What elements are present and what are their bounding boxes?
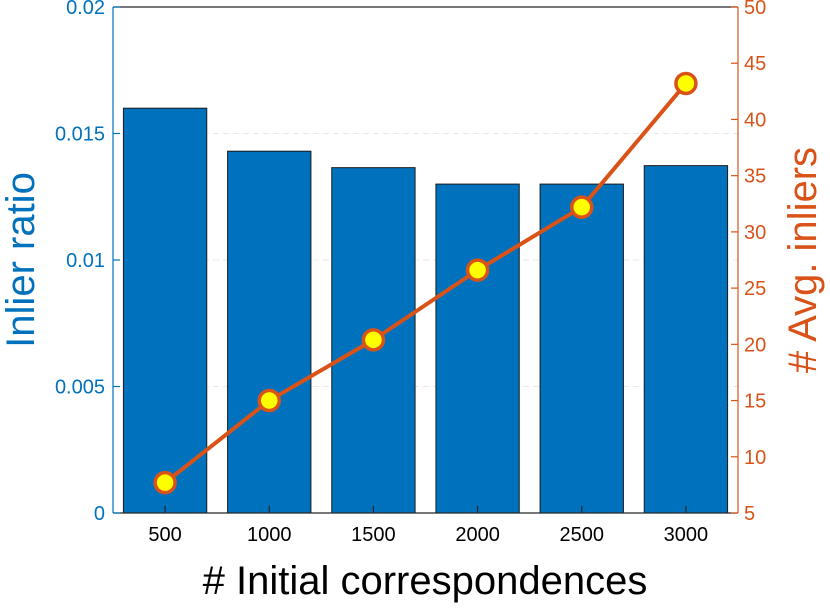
x-tick-label: 1000 — [247, 524, 292, 546]
left-axis-ticks: 0 0.005 0.01 0.015 0.02 — [55, 0, 120, 525]
left-tick-label: 0.02 — [66, 0, 105, 19]
left-tick-label: 0.005 — [55, 377, 105, 399]
line-point-500 — [153, 470, 177, 495]
bar-500 — [122, 107, 208, 514]
right-axis-ticks: 5 10 15 20 25 30 35 40 45 50 — [731, 0, 766, 525]
line-point-1500 — [361, 328, 386, 352]
right-tick-label: 10 — [744, 447, 766, 469]
bar-2000 — [435, 183, 520, 514]
x-tick-label: 2500 — [560, 524, 605, 546]
right-tick-label: 30 — [744, 222, 766, 244]
line-point-2000 — [465, 258, 490, 282]
x-tick-label: 500 — [148, 524, 181, 546]
line-point-1000 — [257, 388, 281, 413]
right-tick-label: 45 — [744, 53, 766, 75]
right-tick-label: 40 — [744, 109, 766, 131]
x-tick-label: 2000 — [455, 524, 500, 546]
avg-inliers-line — [163, 82, 688, 485]
line-series — [153, 71, 698, 495]
right-tick-label: 25 — [744, 278, 766, 300]
right-tick-label: 5 — [744, 503, 755, 525]
x-tick-label: 3000 — [664, 524, 709, 546]
right-tick-label: 50 — [744, 0, 766, 19]
line-point-3000 — [674, 71, 698, 96]
x-axis-label: # Initial correspondences — [203, 559, 648, 603]
left-tick-label: 0.015 — [55, 124, 105, 146]
y-axis-right-label: # Avg. inliers — [781, 147, 825, 373]
bar-3000 — [643, 165, 729, 514]
right-tick-label: 20 — [744, 334, 766, 356]
x-tick-label: 1500 — [351, 524, 396, 546]
right-tick-label: 35 — [744, 166, 766, 188]
y-axis-left-label: Inlier ratio — [0, 172, 43, 348]
left-tick-label: 0 — [94, 503, 105, 525]
bar-1000 — [227, 150, 312, 514]
grid-lines — [113, 133, 738, 387]
line-point-2500 — [570, 195, 594, 219]
x-axis-ticks: 500 1000 1500 2000 2500 3000 — [148, 506, 708, 546]
left-tick-label: 0.01 — [66, 250, 105, 272]
bar-2500 — [539, 183, 624, 514]
right-tick-label: 15 — [744, 391, 766, 413]
bar-series — [122, 107, 729, 514]
